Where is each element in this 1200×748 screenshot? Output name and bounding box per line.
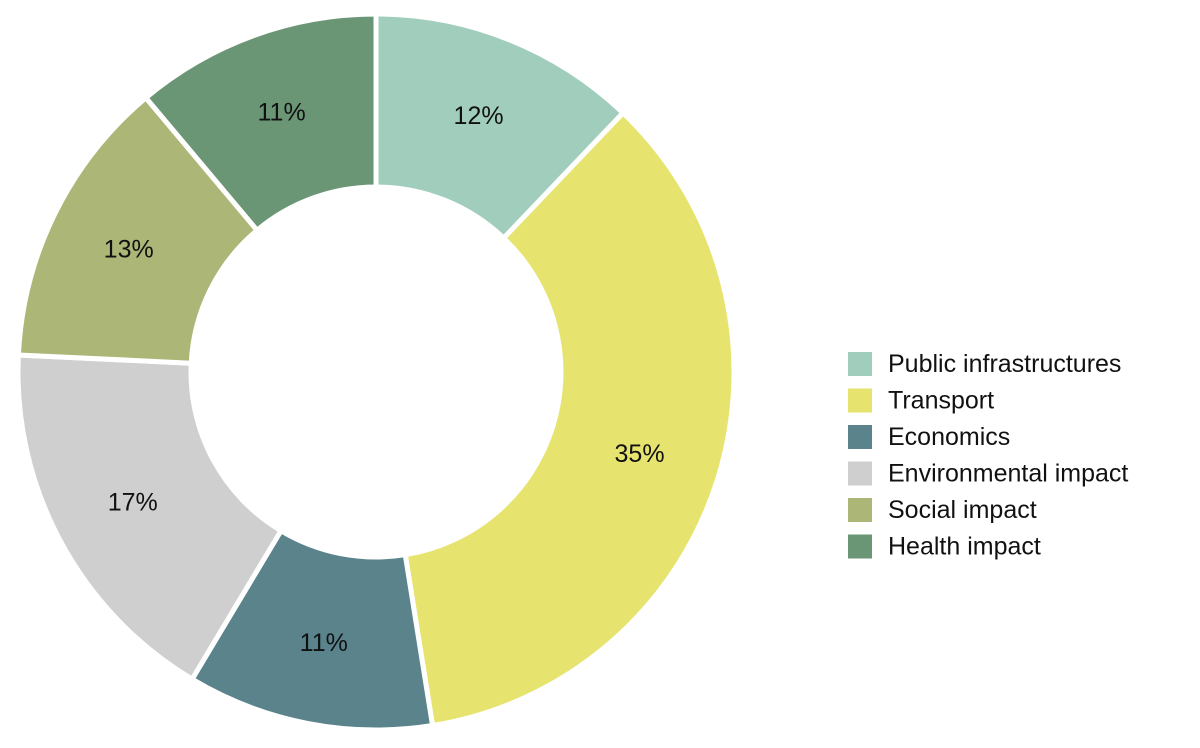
donut-slices <box>15 11 737 733</box>
legend-label-transport: Transport <box>888 387 994 415</box>
donut-slice-labels: 12% 35% 11% 17% 13% 11% <box>104 99 665 657</box>
legend-label-economics: Economics <box>888 423 1010 451</box>
legend-label-health-impact: Health impact <box>888 533 1041 561</box>
chart-legend: Public infrastructures Transport Economics… <box>848 350 1128 561</box>
legend-label-public-infrastructures: Public infrastructures <box>888 350 1121 378</box>
slice-public-infrastructures <box>373 11 627 242</box>
slice-health-impact <box>142 11 379 234</box>
legend-swatch-public-infrastructures <box>848 352 872 376</box>
legend-label-environmental-impact: Environmental impact <box>888 460 1128 488</box>
legend-swatch-social-impact <box>848 498 872 522</box>
slice-label-transport: 35% <box>615 440 665 468</box>
slice-label-social-impact: 13% <box>104 235 154 263</box>
slice-label-health-impact: 11% <box>258 99 306 127</box>
slice-label-public-infrastructures: 12% <box>454 102 504 130</box>
legend-label-social-impact: Social impact <box>888 496 1037 524</box>
legend-swatch-health-impact <box>848 534 872 559</box>
legend-swatch-economics <box>848 425 872 449</box>
legend-swatch-transport <box>848 388 872 413</box>
legend-swatch-environmental-impact <box>848 461 872 486</box>
slice-social-impact <box>15 94 261 366</box>
slice-transport <box>402 109 737 729</box>
slice-environmental-impact <box>15 352 285 683</box>
slice-label-environmental-impact: 17% <box>108 488 158 516</box>
slice-label-economics: 11% <box>300 629 348 657</box>
